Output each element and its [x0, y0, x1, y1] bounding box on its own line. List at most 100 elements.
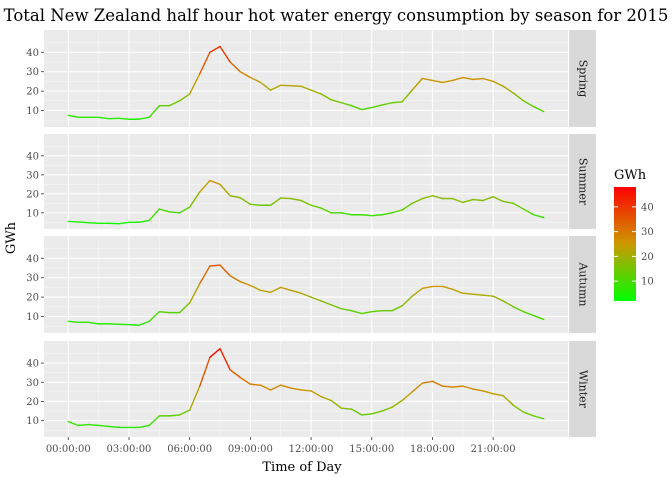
- series-line-segment: [138, 320, 150, 326]
- series-line-segment: [431, 195, 444, 200]
- series-line-segment: [209, 179, 221, 186]
- x-tick-label: 09:00:00: [228, 444, 273, 455]
- x-tick-label: 18:00:00: [410, 444, 455, 455]
- series-line-segment: [158, 208, 171, 213]
- series-line-segment: [158, 310, 171, 314]
- series-line-segment: [360, 214, 373, 217]
- series-line-segment: [188, 282, 201, 304]
- y-tick-label: 30: [26, 67, 39, 78]
- series-line-segment: [87, 321, 100, 325]
- series-line-segment: [280, 197, 292, 200]
- facet-panel-winter: 10 20 30 40 Winter: [26, 341, 596, 437]
- series-line-segment: [300, 199, 312, 206]
- series-line-segment: [310, 296, 322, 302]
- series-line-segment: [269, 384, 282, 391]
- series-line-segment: [391, 399, 403, 408]
- series-line-segment: [138, 424, 150, 429]
- series-line-segment: [67, 114, 80, 119]
- series-line-segment: [492, 195, 504, 203]
- series-line-segment: [97, 116, 110, 120]
- y-tick-label: 40: [26, 48, 39, 59]
- series-line-segment: [67, 420, 80, 427]
- series-line-segment: [411, 77, 424, 91]
- chart-title: Total New Zealand half hour hot water en…: [4, 6, 669, 25]
- series-line-segment: [188, 72, 201, 95]
- series-line-segment: [492, 393, 504, 397]
- series-line-segment: [492, 80, 504, 87]
- y-tick-label: 10: [26, 208, 39, 219]
- series-line-segment: [330, 304, 343, 310]
- legend-tick-label: 10: [641, 277, 654, 288]
- series-line-segment: [502, 85, 515, 94]
- legend-title: GWh: [614, 168, 647, 183]
- series-line-segment: [320, 300, 332, 306]
- series-line-segment: [522, 411, 535, 417]
- series-line-segment: [472, 198, 484, 202]
- series-line-segment: [340, 102, 353, 107]
- series-line-segment: [239, 376, 252, 385]
- facet-strip: [569, 236, 596, 333]
- series-line-segment: [411, 382, 424, 393]
- series-line-segment: [472, 293, 484, 296]
- series-line-segment: [512, 404, 525, 413]
- y-tick-label: 20: [26, 87, 39, 98]
- x-tick-label: 03:00:00: [107, 444, 152, 455]
- series-line-segment: [229, 369, 241, 379]
- series-line-segment: [188, 385, 201, 411]
- series-line-segment: [178, 409, 191, 416]
- series-line-segment: [87, 222, 100, 225]
- panel-background: [44, 134, 568, 229]
- series-line-segment: [451, 288, 464, 294]
- series-line-segment: [350, 104, 363, 111]
- series-line-segment: [199, 51, 211, 75]
- facet-panel-summer: 10 20 30 40 Summer: [26, 134, 596, 229]
- x-axis-title: Time of Day: [262, 460, 342, 475]
- y-tick-label: 20: [26, 293, 39, 304]
- series-line-segment: [87, 423, 100, 427]
- series-line-segment: [401, 202, 413, 211]
- series-line-segment: [421, 285, 434, 290]
- series-line-segment: [431, 380, 444, 387]
- series-line-segment: [269, 84, 282, 91]
- series-line-segment: [249, 76, 262, 84]
- series-line-segment: [300, 292, 312, 298]
- series-line-segment: [188, 191, 201, 208]
- facet-strip: [569, 134, 596, 229]
- series-line-segment: [421, 195, 434, 200]
- y-tick-label: 10: [26, 312, 39, 323]
- y-tick-label: 30: [26, 170, 39, 181]
- series-line-segment: [209, 347, 221, 359]
- series-line-segment: [138, 219, 150, 224]
- series-line-segment: [360, 310, 373, 315]
- series-line-segment: [310, 89, 322, 95]
- legend-tick-label: 40: [641, 202, 654, 213]
- series-line-segment: [492, 295, 504, 302]
- series-line-segment: [320, 93, 332, 101]
- facet-strip-label: Spring: [577, 60, 590, 97]
- y-tick-label: 40: [26, 151, 39, 162]
- series-line-segment: [381, 102, 393, 106]
- legend-colorbar: [614, 187, 636, 301]
- series-line-segment: [168, 414, 181, 417]
- series-line-segment: [401, 391, 413, 402]
- series-line-segment: [330, 99, 343, 104]
- series-line-segment: [421, 77, 434, 82]
- series-line-segment: [532, 214, 545, 219]
- panel-background: [44, 236, 568, 333]
- y-axis-title: GWh: [4, 221, 19, 254]
- y-tick-label: 20: [26, 189, 39, 200]
- series-line-segment: [502, 200, 515, 205]
- series-line-segment: [259, 289, 272, 293]
- series-line-segment: [209, 264, 221, 267]
- series-line-segment: [371, 104, 383, 109]
- series-line-segment: [310, 204, 322, 209]
- series-line-segment: [472, 77, 484, 81]
- series-line-segment: [178, 93, 191, 102]
- series-line-segment: [391, 209, 403, 214]
- facet-panel-spring: 10 20 30 40 Spring: [26, 30, 596, 127]
- series-line-segment: [371, 309, 383, 313]
- facet-panel-autumn: 10 20 30 40 Autumn: [26, 236, 596, 333]
- series-line-segment: [290, 84, 302, 87]
- series-line-segment: [178, 206, 191, 214]
- series-line-segment: [340, 212, 353, 216]
